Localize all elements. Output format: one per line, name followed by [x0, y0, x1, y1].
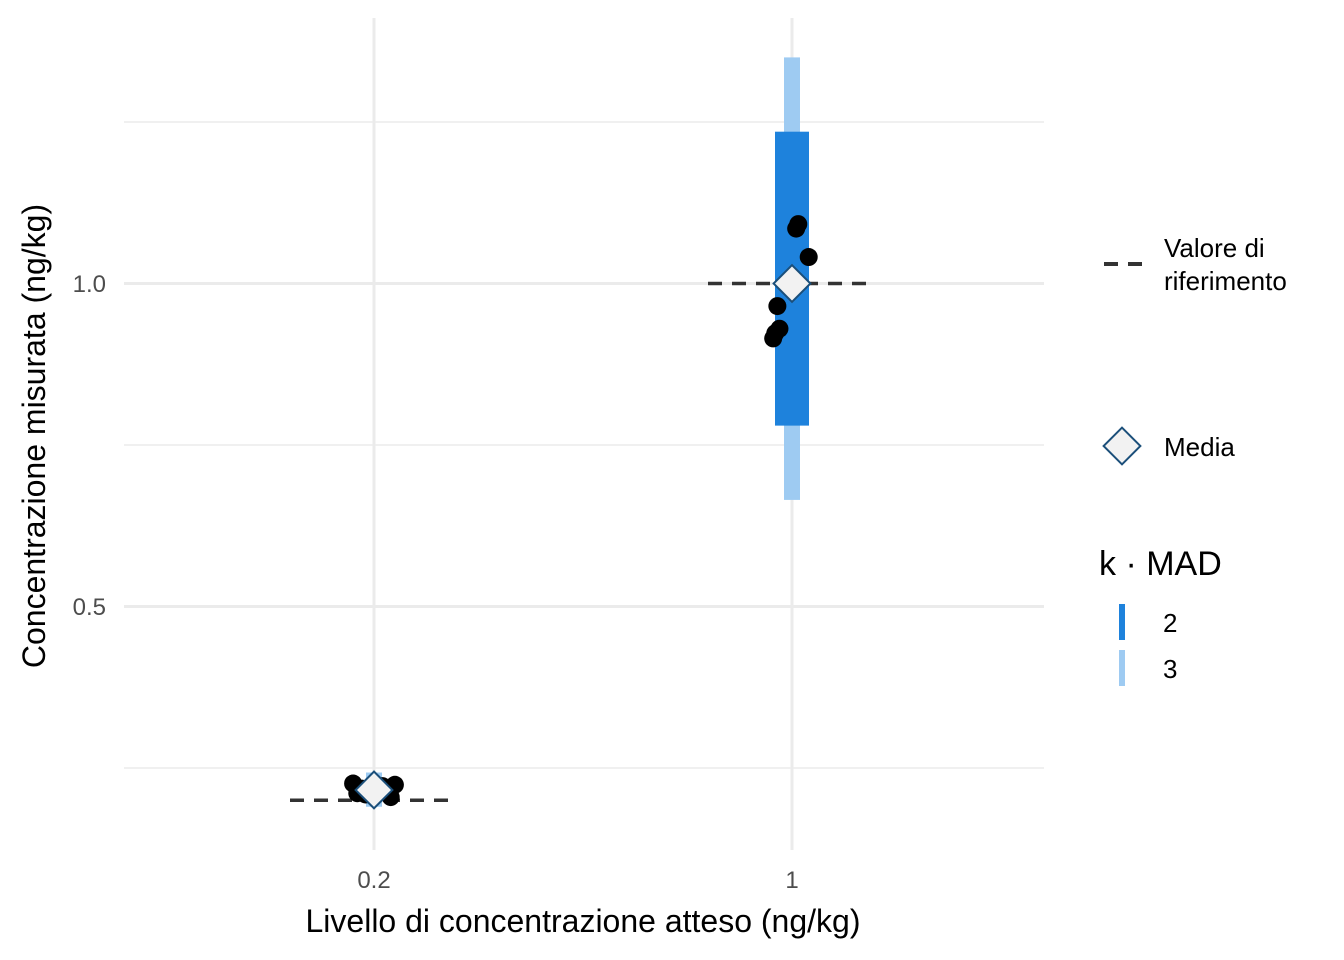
x-axis-title: Livello di concentrazione atteso (ng/kg)	[306, 903, 861, 939]
legend-mad-2-label: 2	[1163, 608, 1177, 638]
grid	[124, 18, 1044, 850]
legend-reference-label-1: Valore di	[1164, 233, 1265, 263]
x-tick-label-1: 1	[785, 867, 798, 894]
data-point	[766, 324, 785, 343]
y-tick-label-1-0: 1.0	[73, 271, 106, 298]
legend-mad-2-key	[1119, 604, 1125, 640]
data-point	[799, 248, 818, 267]
plot-marks	[290, 57, 876, 810]
mean-marker	[772, 263, 812, 304]
data-point	[768, 297, 787, 316]
legend-mean-label: Media	[1164, 432, 1235, 462]
legend-reference-label-2: riferimento	[1164, 266, 1287, 296]
y-axis-title: Concentrazione misurata (ng/kg)	[16, 204, 52, 668]
y-axis-ticks: 1.0 0.5	[73, 271, 106, 621]
x-tick-label-0-2: 0.2	[357, 867, 390, 894]
legend: Valore di riferimento Media k · MAD 2 3	[1099, 233, 1287, 686]
x-axis-ticks: 0.2 1	[357, 867, 798, 894]
data-point	[789, 215, 808, 234]
legend-mean-key	[1102, 426, 1142, 466]
legend-mad-3-label: 3	[1163, 654, 1177, 684]
legend-mad-title: k · MAD	[1099, 545, 1222, 583]
y-tick-label-0-5: 0.5	[73, 594, 106, 621]
mean-marker	[354, 770, 394, 810]
legend-mad-3-key	[1119, 650, 1125, 686]
